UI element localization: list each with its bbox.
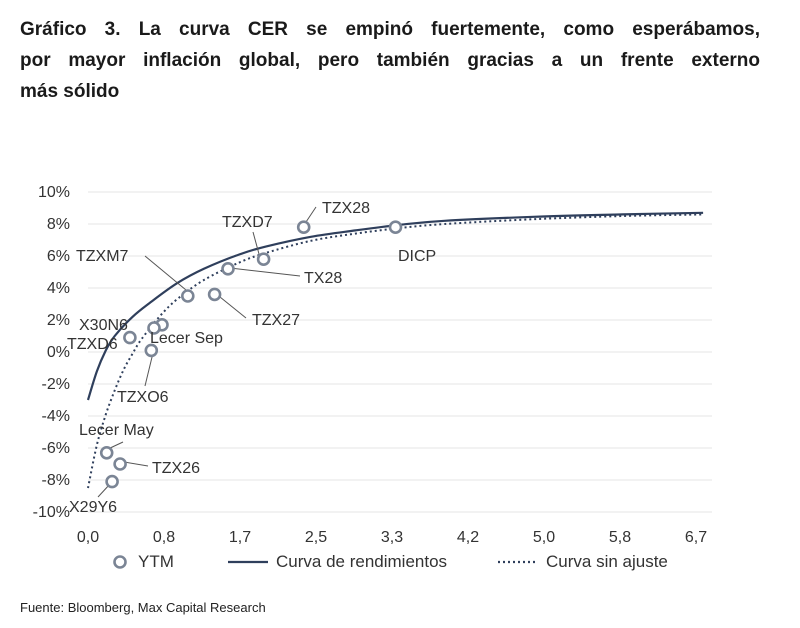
curva-rendimientos-line	[86, 211, 704, 401]
leader-tzx28	[305, 206, 317, 223]
y-tick-label: 10%	[38, 184, 70, 201]
y-tick-label: -6%	[42, 440, 70, 457]
ytm-marker-icon	[113, 555, 127, 569]
point-tzx27	[207, 287, 222, 302]
x-tick-label: 0,8	[153, 529, 175, 546]
y-tick-label: 0%	[47, 344, 70, 361]
x-tick-label: 0,0	[77, 529, 99, 546]
y-tick-label: 6%	[47, 248, 70, 265]
label-dicp: DICP	[398, 248, 436, 265]
leader-tzxd7	[252, 231, 260, 255]
x-axis-ticks: 0,0 0,8 1,7 2,5 3,3 4,2 5,0 5,8 6,7	[77, 529, 707, 546]
label-x30n6: X30N6	[79, 317, 128, 334]
y-tick-label: -10%	[33, 504, 70, 521]
leader-tx28	[229, 267, 301, 277]
legend-item-curve: Curva de rendimientos	[228, 552, 447, 572]
x-tick-label: 2,5	[305, 529, 327, 546]
point-x29y6	[105, 474, 119, 489]
label-tzxm7: TZXM7	[76, 248, 129, 265]
point-tzxd7	[256, 252, 271, 267]
x-tick-label: 4,2	[457, 529, 479, 546]
point-dicp	[388, 220, 403, 234]
source-note: Fuente: Bloomberg, Max Capital Research	[20, 600, 266, 615]
legend-label-raw-curve: Curva sin ajuste	[546, 552, 668, 571]
label-tzxo6: TZXO6	[117, 389, 169, 406]
solid-line-icon	[228, 560, 268, 564]
point-tzxm7	[181, 289, 195, 303]
label-tzxd7: TZXD7	[222, 214, 273, 231]
y-tick-label: -4%	[42, 408, 70, 425]
point-tzx26	[113, 457, 127, 471]
label-lecer-sep: Lecer Sep	[150, 330, 223, 347]
legend: YTM Curva de rendimientos Curva sin ajus…	[110, 552, 730, 578]
label-tzx26: TZX26	[152, 460, 200, 477]
y-axis-ticks: 10% 8% 6% 4% 2% 0% -2% -4% -6% -8% -10%	[33, 184, 70, 521]
label-tx28: TX28	[304, 270, 342, 287]
leader-tzx26	[123, 461, 149, 467]
x-tick-label: 5,8	[609, 529, 631, 546]
curva-sin-ajuste-line	[87, 213, 704, 489]
point-labels: TZX28 DICP TZXD7 TX28 TZXM7 TZX27 X30N6 Lecer S…	[67, 200, 436, 516]
point-tx28	[221, 261, 235, 276]
y-tick-label: 2%	[47, 312, 70, 329]
legend-item-ytm: YTM	[110, 552, 174, 572]
point-tzxo6	[144, 343, 159, 358]
chart-title: Gráfico 3. La curva CER se empinó fuerte…	[20, 14, 760, 107]
title-line-1: Gráfico 3. La curva CER se empinó fuerte…	[20, 19, 760, 40]
leader-tzx27	[219, 296, 247, 319]
y-tick-label: -8%	[42, 472, 70, 489]
label-lecer-may: Lecer May	[79, 422, 154, 439]
x-tick-label: 5,0	[533, 529, 555, 546]
point-tzxd6	[123, 330, 137, 345]
legend-label-ytm: YTM	[138, 552, 174, 571]
title-line-2: por mayor inflación global, pero también…	[20, 50, 760, 71]
dotted-line-icon	[498, 560, 538, 564]
y-tick-label: -2%	[42, 376, 70, 393]
x-tick-label: 1,7	[229, 529, 251, 546]
point-lecer-sep	[147, 321, 161, 335]
x-tick-label: 3,3	[381, 529, 403, 546]
label-tzx28: TZX28	[322, 200, 370, 217]
leader-tzxo6	[144, 352, 154, 387]
y-tick-label: 4%	[47, 280, 70, 297]
curve-lines	[86, 211, 704, 489]
point-lecer-may	[99, 445, 114, 460]
label-x29y6: X29Y6	[69, 499, 117, 516]
y-tick-label: 8%	[47, 216, 70, 233]
title-line-3: más sólido	[20, 81, 120, 102]
legend-item-raw-curve: Curva sin ajuste	[498, 552, 668, 572]
point-tzx28	[296, 220, 311, 234]
legend-label-curve: Curva de rendimientos	[276, 552, 448, 571]
leader-tzxm7	[144, 255, 187, 291]
label-tzx27: TZX27	[252, 312, 300, 329]
x-tick-label: 6,7	[685, 529, 707, 546]
label-tzxd6: TZXD6	[67, 336, 118, 353]
ytm-points	[99, 220, 403, 489]
grid-lines	[88, 191, 712, 513]
